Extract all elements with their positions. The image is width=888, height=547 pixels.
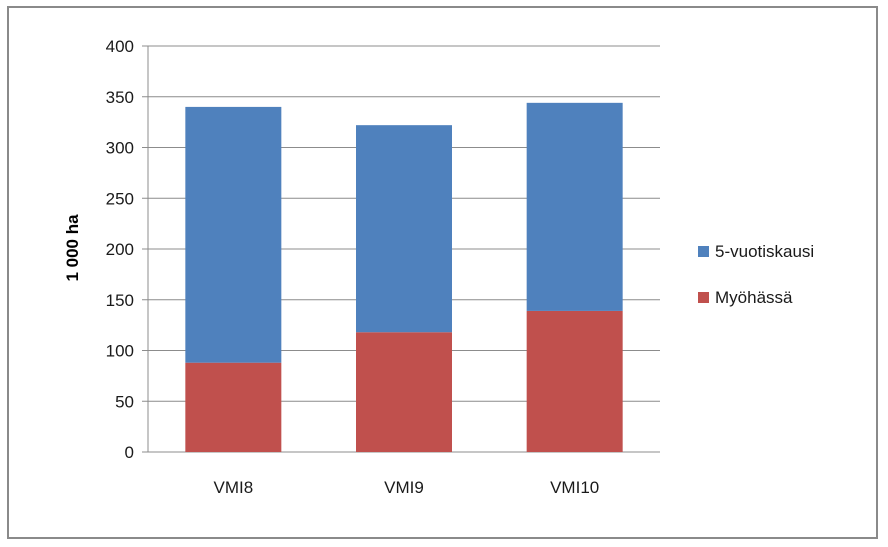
y-tick-label: 350 (106, 88, 134, 107)
legend-swatch (698, 292, 709, 303)
y-tick-label: 200 (106, 240, 134, 259)
bars (185, 102, 623, 452)
y-tick-label: 0 (125, 443, 134, 462)
y-tick-label: 50 (115, 392, 134, 411)
legend-label: 5-vuotiskausi (715, 242, 814, 261)
x-tick-label: VMI9 (384, 478, 424, 497)
bar-my-h-ss--vmi9 (356, 332, 452, 452)
y-tick-labels: 0 50 100 150 200 250 300 350 400 (106, 37, 134, 462)
y-tick-label: 100 (106, 342, 134, 361)
legend: 5-vuotiskausi Myöhässä (698, 242, 814, 307)
y-tick-label: 300 (106, 139, 134, 158)
x-tick-label: VMI10 (550, 478, 599, 497)
bar-my-h-ss--vmi10 (526, 310, 623, 452)
y-tick-label: 400 (106, 37, 134, 56)
bar-5-vuotiskausi-vmi9 (356, 125, 452, 333)
legend-swatch (698, 246, 709, 257)
bar-my-h-ss--vmi8 (185, 362, 282, 452)
x-tick-label: VMI8 (213, 478, 253, 497)
y-tick-label: 250 (106, 189, 134, 208)
y-axis-label: 1 000 ha (63, 214, 82, 282)
legend-label: Myöhässä (715, 288, 793, 307)
x-tick-labels: VMI8 VMI9 VMI10 (213, 478, 599, 497)
bar-5-vuotiskausi-vmi8 (185, 106, 282, 363)
y-tick-label: 150 (106, 291, 134, 310)
bar-5-vuotiskausi-vmi10 (526, 102, 623, 311)
